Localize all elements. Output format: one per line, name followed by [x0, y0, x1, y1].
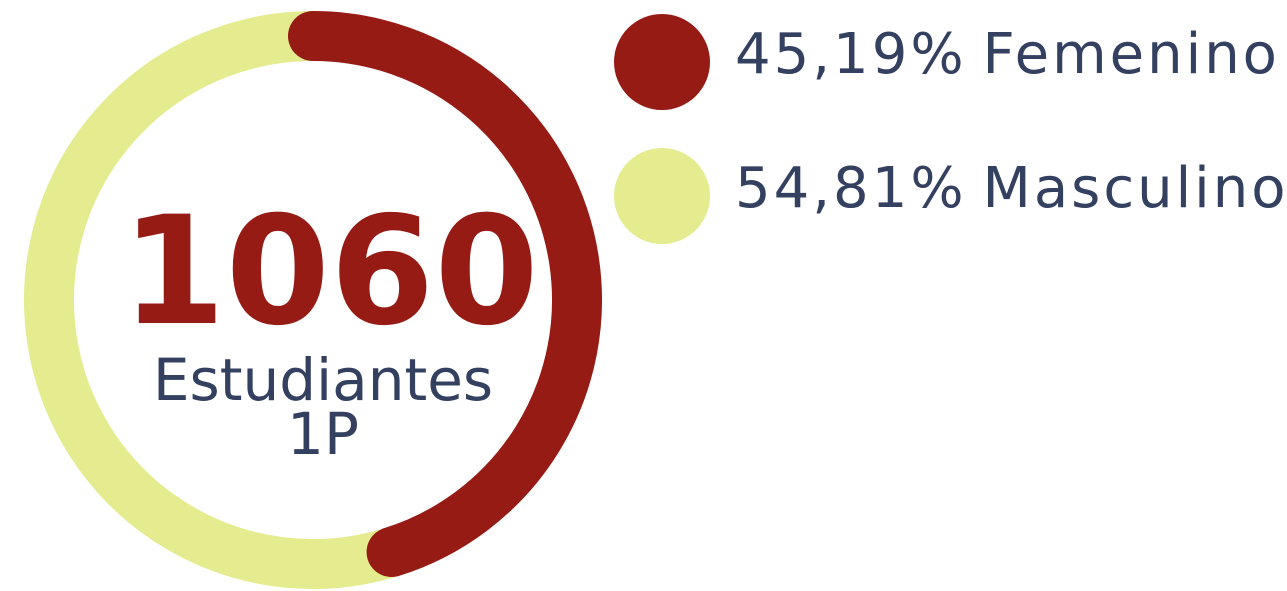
legend-swatch: [614, 148, 710, 244]
legend-value: 54,81%: [735, 156, 967, 221]
legend-label: Masculino: [983, 156, 1287, 221]
legend-label: Femenino: [983, 22, 1280, 87]
legend-value: 45,19%: [735, 22, 967, 87]
center-value: 1060: [121, 185, 538, 359]
center-label: 1P: [287, 400, 359, 468]
legend-text: 45,19% Femenino: [735, 22, 1280, 87]
legend-text: 54,81% Masculino: [735, 156, 1287, 221]
legend-swatch: [614, 14, 710, 110]
donut: [24, 11, 602, 589]
center-label: Estudiantes: [153, 346, 493, 414]
donut-slice: [24, 11, 399, 589]
donut-slice: [288, 11, 602, 578]
